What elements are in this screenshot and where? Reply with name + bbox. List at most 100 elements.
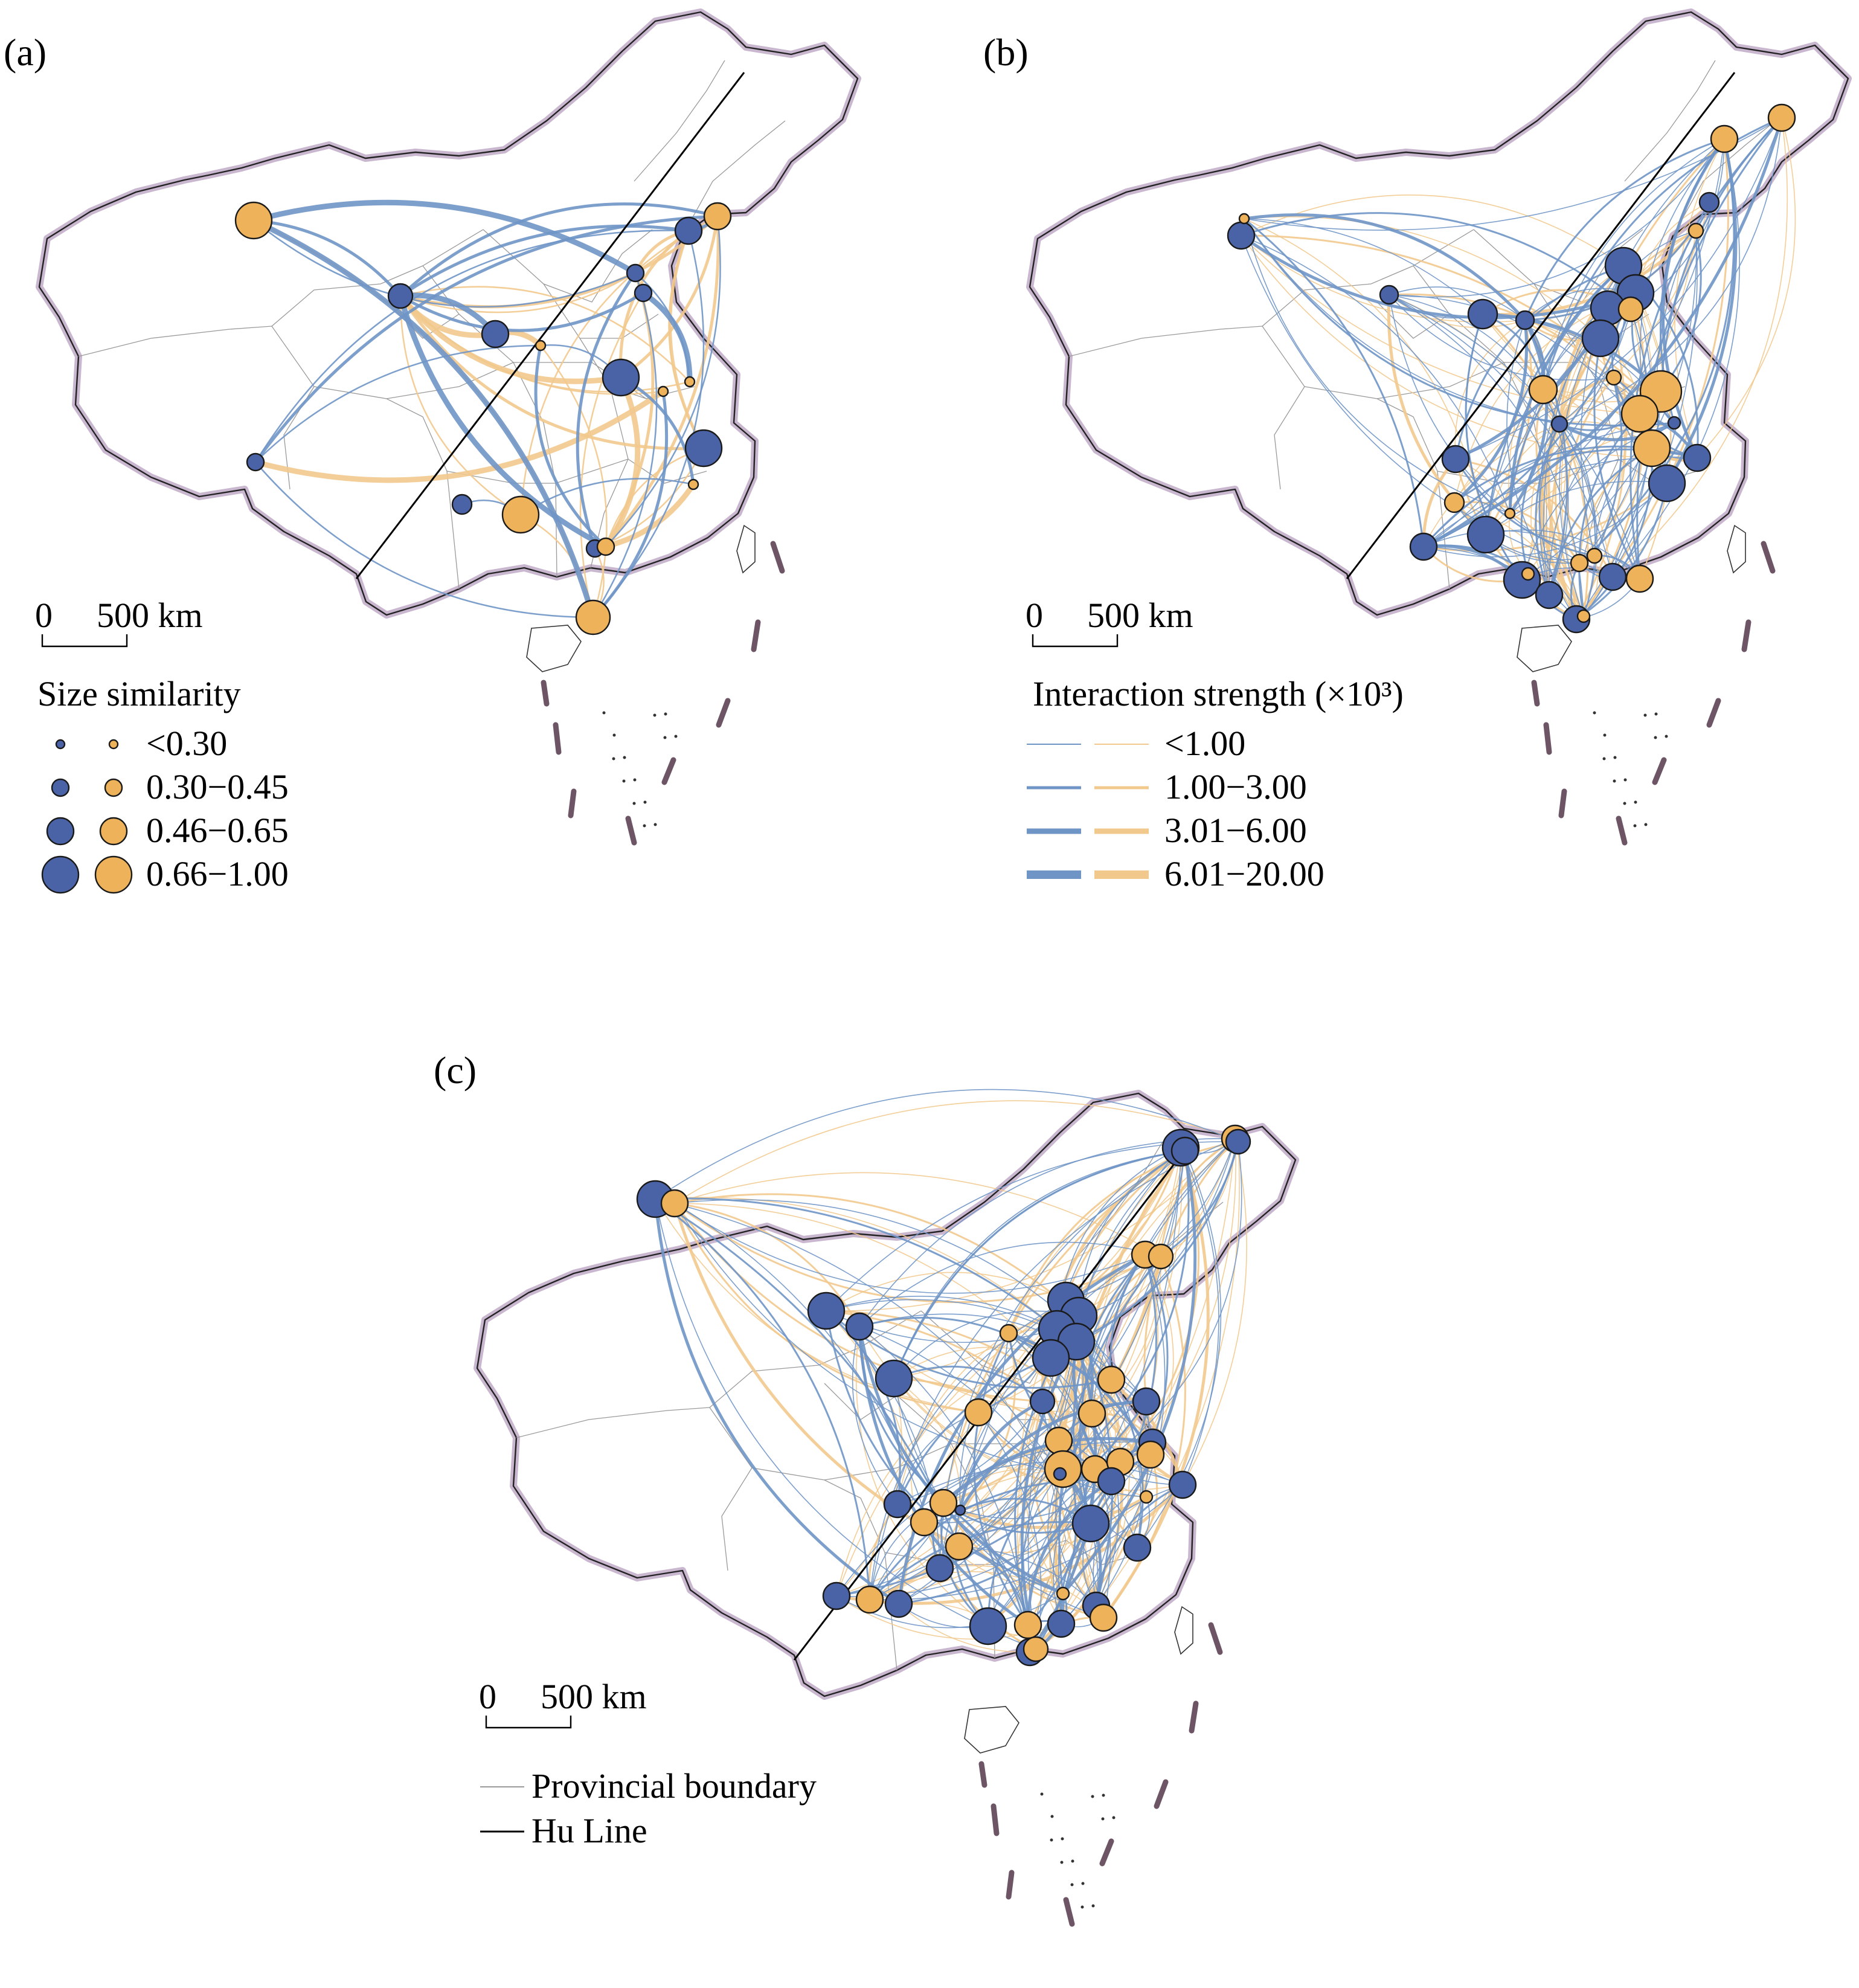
south-china-sea-islet [663, 736, 667, 739]
city-node-orange [1521, 567, 1535, 581]
provincial-boundary [516, 1407, 753, 1571]
nine-dash-segment [1761, 541, 1776, 574]
flow-line-blue [1065, 1138, 1236, 1301]
city-node-orange [1625, 564, 1654, 593]
city-node-blue [1698, 191, 1720, 213]
city-node-blue [1550, 415, 1568, 433]
flow-line-blue [1465, 314, 1523, 581]
legend-a-title: Size similarity [37, 674, 241, 713]
flow-line-blue [674, 1203, 1112, 1482]
city-node-orange [501, 495, 540, 534]
flow-line-blue [605, 216, 721, 547]
nine-dash-segment [770, 541, 785, 574]
flow-line-orange [674, 1203, 1052, 1359]
panel-label-b: (b) [983, 31, 1029, 74]
flow-line-blue [1244, 218, 1511, 514]
city-node-blue [1379, 285, 1399, 305]
legend-node-orange [108, 739, 119, 750]
south-china-sea-islet [1593, 711, 1596, 715]
south-china-sea-islet [1071, 1859, 1074, 1863]
nine-dash-segment [1652, 757, 1667, 785]
city-node-blue [1029, 1388, 1056, 1415]
city-node-orange [1620, 394, 1659, 433]
map-panel-c [474, 1089, 1299, 1927]
flow-line-blue [1062, 1150, 1190, 1470]
flow-line-blue [592, 391, 669, 619]
south-china-sea-islet [1060, 1861, 1064, 1864]
city-node-orange [1238, 213, 1250, 225]
flow-line-blue [978, 1412, 1042, 1650]
city-node-blue [451, 494, 473, 515]
city-node-orange [1056, 1586, 1070, 1601]
flow-line-blue [1061, 1481, 1113, 1624]
flow-line-orange [674, 1193, 1079, 1317]
city-node-blue [875, 1359, 913, 1398]
flow-line-blue [1180, 1147, 1219, 1485]
flow-line-blue [1062, 1150, 1197, 1595]
flow-line-orange [1241, 195, 1624, 266]
flow-line-blue [1026, 1479, 1113, 1626]
flow-line-blue [852, 1326, 898, 1505]
south-china-sea-islet [1613, 779, 1616, 783]
city-node-orange [1504, 507, 1516, 520]
legend-b-class-4: 6.01−20.00 [1164, 854, 1324, 893]
provincial-boundary [78, 326, 315, 490]
legend-node-orange [94, 855, 133, 894]
city-node-blue [1535, 581, 1564, 610]
city-node-blue [1168, 1470, 1197, 1499]
flow-line-blue [987, 1468, 1064, 1627]
nine-dash-segment [1741, 619, 1751, 652]
nine-dash-segment [1706, 698, 1721, 728]
city-nodes [234, 201, 732, 635]
hainan-island [526, 625, 582, 672]
city-node-orange [1605, 369, 1622, 386]
south-china-sea-islet [643, 800, 647, 804]
flow-line-blue [1543, 389, 1596, 556]
hainan-island [964, 1706, 1019, 1754]
city-node-orange [657, 385, 669, 397]
flow-line-blue [1241, 235, 1511, 514]
scale-dist-b: 500 km [1087, 596, 1193, 635]
flow-line-blue [1455, 117, 1782, 460]
flow-line-orange [540, 345, 608, 618]
provincial-boundary [1672, 120, 1776, 236]
city-node-blue [1503, 561, 1541, 599]
flow-line-blue [1076, 1141, 1239, 1343]
flow-lines [252, 199, 721, 619]
flow-line-blue [1389, 286, 1526, 321]
south-china-sea-islet [653, 713, 657, 717]
flow-line-blue [1144, 1254, 1169, 1443]
flow-line-blue [399, 291, 644, 332]
city-node-blue [1053, 1467, 1067, 1481]
city-node-blue [634, 283, 653, 303]
flow-line-orange [674, 1202, 861, 1327]
city-node-blue [602, 358, 640, 397]
flow-line-blue [1423, 292, 1636, 547]
flow-line-orange [579, 292, 644, 618]
scale-zero-c: 0 [479, 1677, 496, 1716]
city-node-orange [234, 201, 273, 240]
panel-label-a: (a) [4, 31, 47, 74]
city-node-blue [1683, 443, 1712, 472]
flow-line-blue [1078, 1150, 1186, 1316]
city-node-blue [884, 1589, 913, 1618]
city-node-blue [481, 320, 510, 349]
flow-line-blue [869, 1484, 1183, 1601]
hu-line [355, 72, 745, 579]
city-node-orange [1633, 429, 1671, 468]
flow-line-blue [1423, 389, 1544, 547]
city-node-orange [1013, 1610, 1042, 1639]
legend-a-symbols [41, 739, 133, 894]
nine-dash-segment [978, 1761, 987, 1788]
south-china-sea-islet [633, 778, 637, 782]
nine-dash-segment [1531, 680, 1540, 707]
flow-line-blue [1520, 423, 1561, 574]
south-china-sea-islet [612, 733, 616, 737]
city-nodes [636, 1124, 1251, 1667]
nine-dash-segment [553, 722, 562, 755]
south-china-sea-islet [674, 735, 678, 738]
flow-line-blue [1020, 1340, 1078, 1650]
legend-a-class-2: 0.30−0.45 [146, 767, 289, 806]
provincial-boundary [271, 229, 484, 327]
city-node-blue [1123, 1533, 1152, 1562]
